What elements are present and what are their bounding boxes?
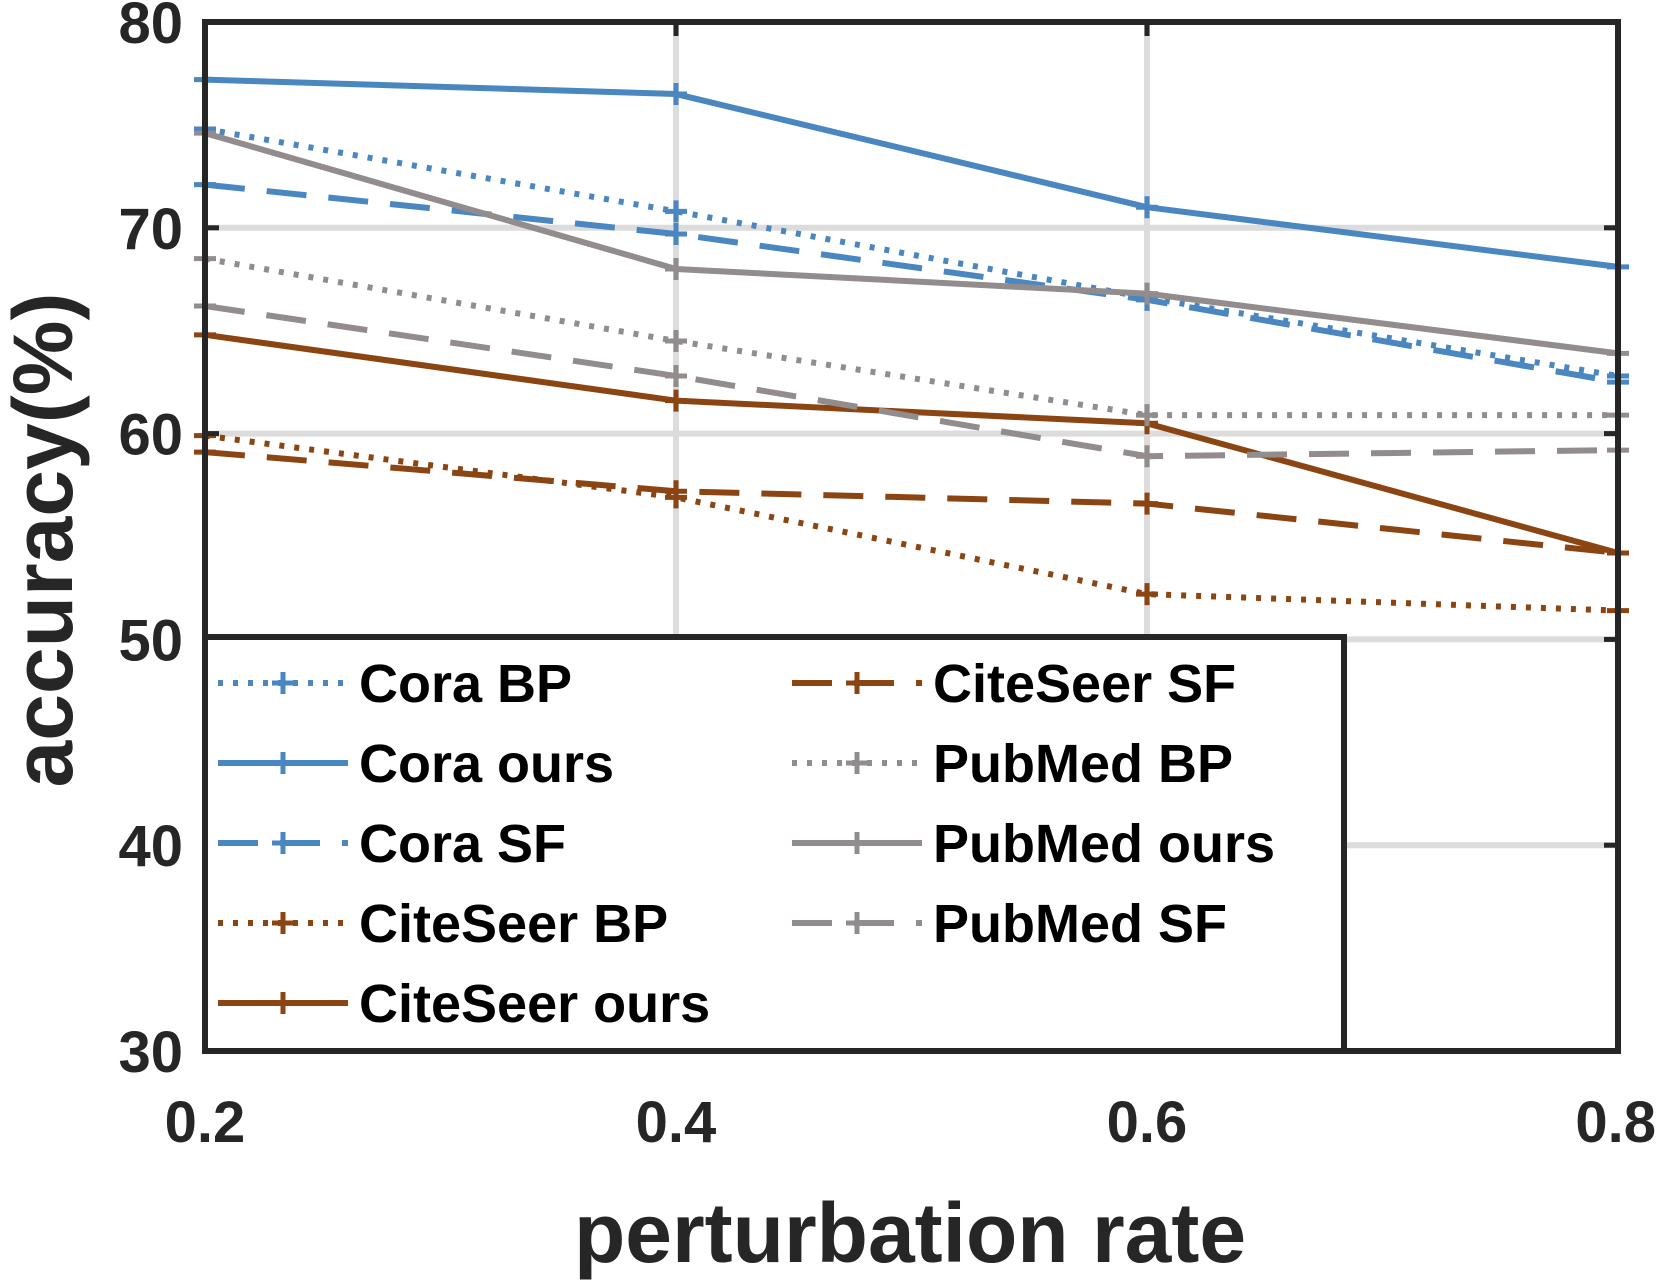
data-point-marker — [665, 480, 687, 503]
data-point-marker — [665, 364, 687, 387]
legend-label: CiteSeer SF — [933, 654, 1236, 714]
data-point-marker — [1136, 404, 1158, 427]
legend-marker — [272, 752, 294, 774]
legend: Cora BP Cora ours Cora SF CiteSeer BP CiteSe… — [202, 634, 1347, 1054]
x-tick-label: 0.4 — [636, 1090, 717, 1155]
data-point-marker — [1136, 282, 1158, 305]
series-line — [204, 331, 1619, 556]
data-point-marker — [665, 257, 687, 280]
data-point-marker — [1136, 583, 1158, 606]
series-lines — [194, 68, 1629, 622]
axis-ticks: 30 40 50 60 70 80 0.2 0.4 0.6 0.8 — [118, 0, 1656, 1155]
legend-marker — [272, 832, 294, 854]
data-point-marker — [665, 200, 687, 223]
y-tick-label: 50 — [118, 608, 183, 673]
data-point-marker — [665, 83, 687, 106]
series-line — [204, 181, 1619, 386]
legend-label: PubMed SF — [933, 894, 1227, 954]
legend-marker — [846, 752, 868, 774]
legend-label: PubMed BP — [933, 734, 1233, 794]
data-point-marker — [665, 222, 687, 245]
y-tick-label: 70 — [118, 197, 183, 262]
legend-label: PubMed ours — [933, 814, 1275, 874]
legend-marker — [846, 832, 868, 854]
series-line — [204, 76, 1619, 270]
legend-label: Cora BP — [359, 654, 572, 714]
y-tick-label: 30 — [118, 1020, 183, 1085]
legend-marker — [272, 912, 294, 934]
legend-box — [202, 634, 1347, 1054]
series-line — [204, 432, 1619, 614]
series-line — [204, 303, 1619, 460]
legend-marker — [846, 672, 868, 694]
y-tick-label: 40 — [118, 814, 183, 879]
x-tick-label: 0.2 — [165, 1090, 246, 1155]
y-axis-label: accuracy(%) — [0, 293, 90, 788]
x-axis-label: perturbation rate — [574, 1186, 1246, 1280]
x-tick-label: 0.8 — [1575, 1090, 1656, 1155]
data-point-marker — [1136, 492, 1158, 515]
legend-marker — [272, 992, 294, 1014]
legend-marker — [846, 912, 868, 934]
data-point-marker — [665, 329, 687, 352]
legend-marker — [272, 672, 294, 694]
legend-label: CiteSeer ours — [359, 974, 710, 1034]
y-tick-label: 80 — [118, 0, 183, 56]
data-point-marker — [665, 389, 687, 412]
legend-label: CiteSeer BP — [359, 894, 668, 954]
series-line — [204, 449, 1619, 556]
legend-label: Cora SF — [359, 814, 566, 874]
data-point-marker — [1136, 196, 1158, 219]
series-line — [204, 130, 1619, 357]
data-point-marker — [1136, 445, 1158, 468]
legend-label: Cora ours — [359, 734, 614, 794]
y-tick-label: 60 — [118, 403, 183, 468]
x-tick-label: 0.6 — [1107, 1090, 1188, 1155]
